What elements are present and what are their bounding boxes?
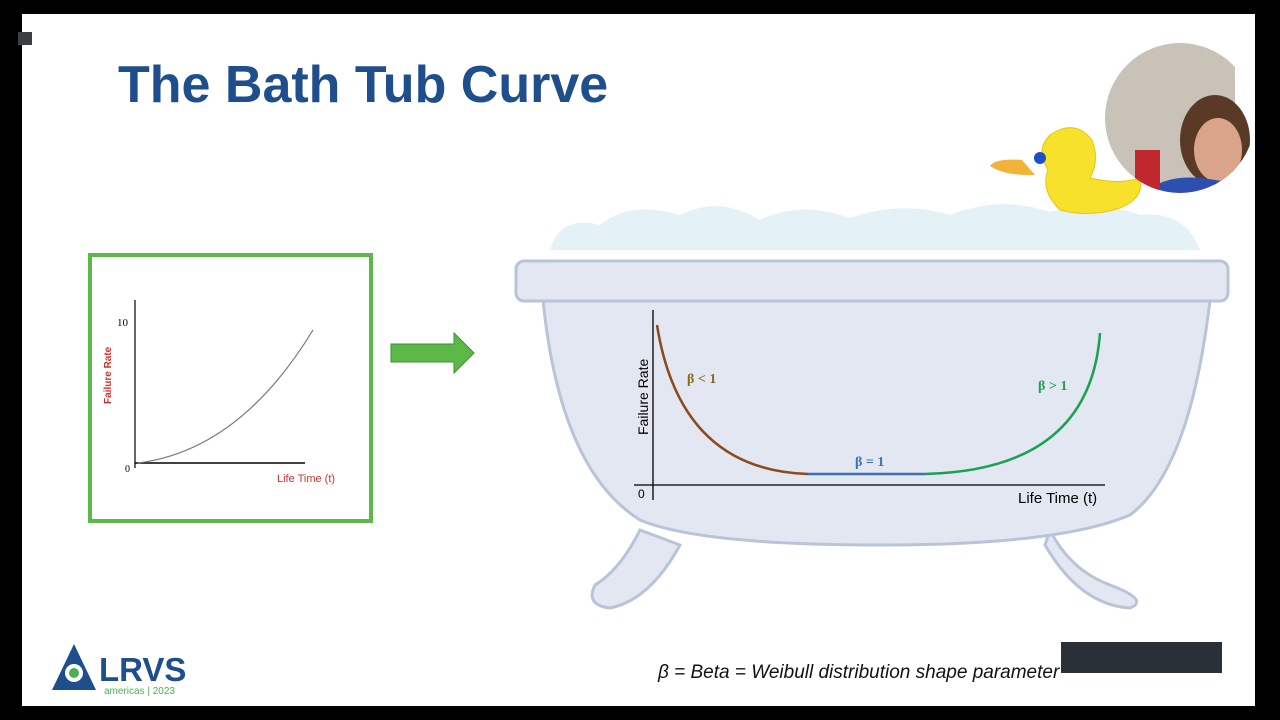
tub-origin: 0 bbox=[638, 487, 645, 501]
tub-x-label: Life Time (t) bbox=[1018, 490, 1097, 507]
overlay-box bbox=[1061, 642, 1222, 673]
wearout-curve bbox=[924, 332, 1102, 476]
window-icon bbox=[18, 32, 32, 45]
logo-name: LRVS bbox=[99, 651, 186, 688]
bathtub bbox=[514, 204, 1230, 610]
early-label: β < 1 bbox=[687, 372, 716, 387]
tub-y-label: Failure Rate bbox=[635, 359, 651, 435]
slide-title: The Bath Tub Curve bbox=[118, 56, 608, 114]
small-origin: 0 bbox=[125, 464, 130, 475]
small-curve bbox=[137, 329, 314, 464]
arrow bbox=[390, 331, 475, 375]
small-y-tick: 10 bbox=[117, 317, 129, 329]
wearout-label: β > 1 bbox=[1038, 379, 1067, 394]
duck bbox=[990, 127, 1142, 214]
footnote: β = Beta = Weibull distribution shape pa… bbox=[657, 662, 1060, 683]
early-curve bbox=[655, 324, 809, 476]
small-y-label: Failure Rate bbox=[103, 346, 114, 404]
logo bbox=[52, 644, 96, 690]
logo-tagline: americas | 2023 bbox=[104, 686, 175, 697]
small-chart-frame bbox=[88, 253, 373, 523]
useful-label: β = 1 bbox=[855, 455, 884, 470]
small-x-label: Life Time (t) bbox=[277, 473, 335, 485]
